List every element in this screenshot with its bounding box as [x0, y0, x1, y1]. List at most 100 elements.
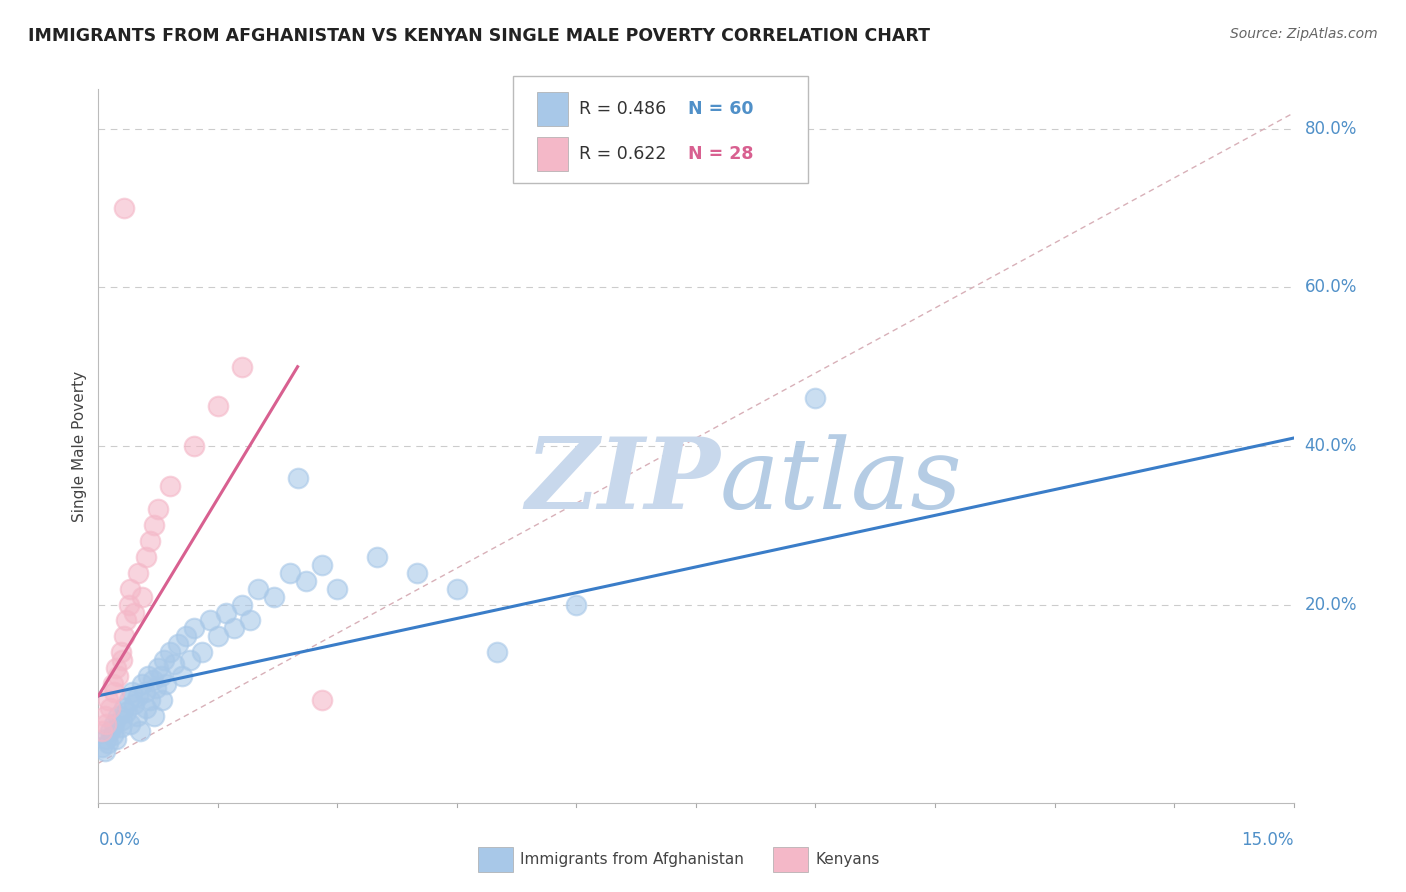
Text: 15.0%: 15.0% — [1241, 830, 1294, 848]
Point — [246, 582, 269, 596]
Point — [198, 614, 221, 628]
Point — [101, 677, 124, 691]
Point — [159, 645, 181, 659]
Point — [118, 692, 141, 706]
Point — [118, 598, 141, 612]
Point — [231, 598, 253, 612]
Point — [179, 653, 201, 667]
Text: 60.0%: 60.0% — [1305, 278, 1357, 296]
Point — [112, 201, 135, 215]
Point — [107, 708, 129, 723]
Point — [98, 700, 122, 714]
Point — [150, 692, 173, 706]
Point — [207, 629, 229, 643]
Point — [134, 685, 156, 699]
Point — [112, 700, 135, 714]
Point — [155, 677, 177, 691]
Point — [278, 566, 301, 580]
Point — [207, 400, 229, 414]
Point — [183, 621, 205, 635]
Text: 20.0%: 20.0% — [1305, 596, 1357, 614]
Text: ZIP: ZIP — [524, 434, 720, 530]
Point — [121, 685, 143, 699]
Point — [263, 590, 285, 604]
Point — [124, 606, 146, 620]
Point — [110, 645, 132, 659]
Point — [120, 582, 142, 596]
Point — [97, 736, 120, 750]
Text: 40.0%: 40.0% — [1305, 437, 1357, 455]
Text: atlas: atlas — [720, 434, 963, 529]
Point — [148, 502, 170, 516]
Point — [139, 534, 162, 549]
Point — [406, 566, 429, 580]
Point — [222, 621, 245, 635]
Point — [366, 549, 388, 564]
Point — [96, 716, 118, 731]
Point — [326, 582, 349, 596]
Point — [136, 669, 159, 683]
Point — [115, 705, 138, 719]
Point — [91, 724, 114, 739]
Point — [145, 681, 167, 695]
Point — [120, 716, 142, 731]
Point — [565, 598, 588, 612]
Point — [163, 657, 186, 671]
Point — [152, 653, 174, 667]
Point — [124, 697, 146, 711]
Point — [148, 661, 170, 675]
Point — [142, 673, 165, 687]
Point — [239, 614, 262, 628]
Point — [149, 669, 172, 683]
Point — [139, 692, 162, 706]
Point — [183, 439, 205, 453]
Text: Source: ZipAtlas.com: Source: ZipAtlas.com — [1230, 27, 1378, 41]
Y-axis label: Single Male Poverty: Single Male Poverty — [72, 370, 87, 522]
Point — [91, 740, 114, 755]
Point — [111, 653, 134, 667]
Point — [167, 637, 190, 651]
Point — [215, 606, 238, 620]
Point — [135, 700, 157, 714]
Point — [94, 744, 117, 758]
Point — [131, 590, 153, 604]
Point — [128, 724, 150, 739]
Point — [110, 721, 132, 735]
Point — [311, 692, 333, 706]
Point — [115, 614, 138, 628]
Text: Immigrants from Afghanistan: Immigrants from Afghanistan — [520, 853, 744, 867]
Text: IMMIGRANTS FROM AFGHANISTAN VS KENYAN SINGLE MALE POVERTY CORRELATION CHART: IMMIGRANTS FROM AFGHANISTAN VS KENYAN SI… — [28, 27, 931, 45]
Point — [97, 692, 120, 706]
Point — [294, 574, 316, 588]
Text: 80.0%: 80.0% — [1305, 120, 1357, 138]
Point — [104, 732, 127, 747]
Point — [112, 629, 135, 643]
Point — [125, 708, 148, 723]
Point — [98, 724, 122, 739]
Point — [287, 471, 309, 485]
Point — [174, 629, 197, 643]
Point — [127, 566, 149, 580]
Point — [94, 708, 117, 723]
Text: R = 0.622: R = 0.622 — [579, 145, 666, 163]
Point — [107, 669, 129, 683]
Text: Kenyans: Kenyans — [815, 853, 880, 867]
Point — [135, 549, 157, 564]
Point — [111, 713, 134, 727]
Point — [131, 677, 153, 691]
Point — [101, 728, 124, 742]
Point — [485, 645, 508, 659]
Point — [446, 582, 468, 596]
Text: N = 60: N = 60 — [688, 100, 754, 118]
Point — [231, 359, 253, 374]
Point — [96, 732, 118, 747]
Point — [143, 708, 166, 723]
Point — [103, 685, 125, 699]
Point — [159, 478, 181, 492]
Text: R = 0.486: R = 0.486 — [579, 100, 666, 118]
Point — [104, 661, 127, 675]
Point — [143, 518, 166, 533]
Text: 0.0%: 0.0% — [98, 830, 141, 848]
Point — [172, 669, 194, 683]
Point — [103, 716, 125, 731]
